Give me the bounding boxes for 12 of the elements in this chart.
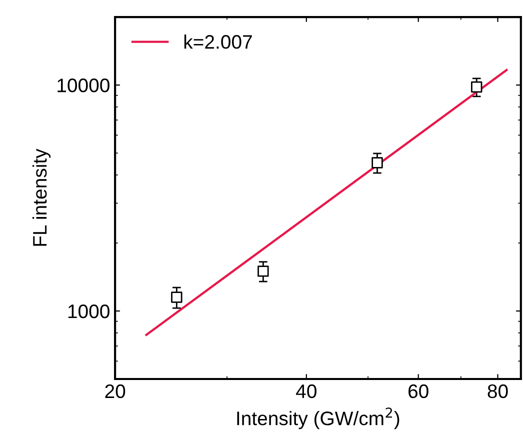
y-tick-label: 10000 — [58, 78, 110, 92]
y-tick-label: 1000 — [68, 304, 110, 318]
y-axis-title: FL intensity — [32, 148, 51, 246]
point — [470, 81, 482, 93]
x-tick-label: 80 — [488, 384, 508, 398]
point — [171, 292, 182, 303]
legend-label: k=2.007 — [184, 34, 252, 49]
x-tick-label: 40 — [296, 384, 316, 398]
x-tick-label: 60 — [408, 384, 428, 398]
x-axis-title: Intensity (GW/cm$^{2}$) — [237, 408, 400, 430]
x-tick-label: 20 — [105, 384, 126, 398]
point — [372, 157, 383, 168]
